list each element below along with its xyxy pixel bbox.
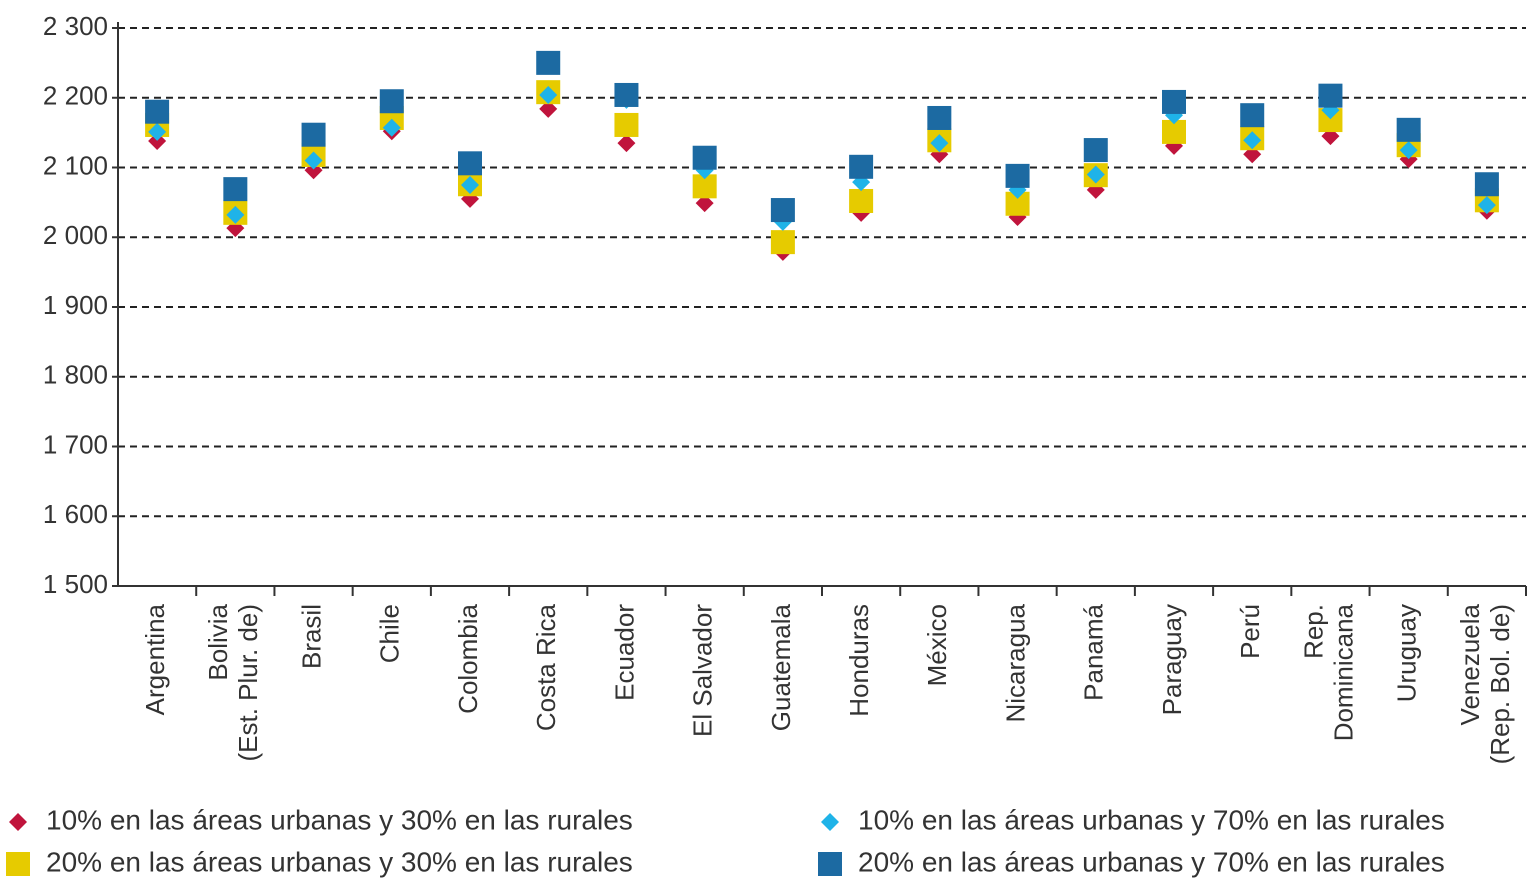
point: [461, 175, 479, 194]
point: [1243, 131, 1262, 150]
point: [226, 205, 245, 224]
legend-label: 20% en las áreas urbanas y 70% en las ru…: [858, 846, 1445, 877]
y-tick-label: 2 300: [43, 11, 108, 41]
point: [692, 145, 717, 170]
point: [1399, 141, 1418, 160]
legend-label: 20% en las áreas urbanas y 30% en las ru…: [46, 846, 633, 877]
point: [1396, 117, 1421, 142]
point: [301, 122, 326, 147]
legend-marker: [9, 813, 27, 831]
y-tick-label: 2 000: [43, 220, 108, 250]
x-tick-label: Colombia: [453, 603, 483, 713]
y-tick-label: 2 200: [43, 81, 108, 111]
legend-label: 10% en las áreas urbanas y 70% en las ru…: [858, 804, 1445, 835]
x-tick-label: El Salvador: [688, 604, 718, 737]
point: [849, 188, 874, 213]
point: [1240, 103, 1265, 128]
x-tick-label: Honduras: [844, 604, 874, 717]
point: [458, 151, 482, 176]
point: [1083, 138, 1108, 163]
x-tick-label: Nicaragua: [1000, 603, 1030, 722]
x-tick-label: (Est. Plur. de): [233, 604, 263, 762]
point: [614, 82, 639, 107]
legend-marker: [6, 852, 30, 876]
x-tick-label: Argentina: [140, 603, 170, 715]
x-tick-label: Panamá: [1079, 603, 1109, 700]
point: [382, 118, 401, 137]
point: [1477, 196, 1496, 215]
point: [1005, 163, 1030, 188]
x-tick-label: Bolivia: [203, 603, 233, 680]
point: [1474, 172, 1499, 197]
point: [849, 154, 874, 179]
point: [536, 50, 561, 75]
point: [1086, 165, 1105, 184]
x-tick-label: Chile: [375, 604, 405, 663]
point: [695, 194, 714, 213]
point: [148, 122, 167, 141]
x-tick-label: Rep.: [1298, 604, 1328, 659]
point: [927, 105, 952, 130]
point: [379, 89, 404, 114]
y-tick-label: 1 500: [43, 569, 108, 599]
y-tick-label: 1 800: [43, 360, 108, 390]
y-tick-label: 1 700: [43, 429, 108, 459]
legend-marker: [821, 813, 839, 831]
x-tick-label: Costa Rica: [531, 603, 561, 731]
point: [770, 198, 795, 223]
point: [304, 151, 323, 170]
point: [614, 112, 639, 137]
x-tick-label: Guatemala: [766, 603, 796, 731]
x-tick-label: Ecuador: [609, 604, 639, 701]
legend: 10% en las áreas urbanas y 30% en las ru…: [6, 804, 1445, 877]
point: [539, 99, 558, 118]
y-tick-label: 1 600: [43, 499, 108, 529]
point: [1318, 83, 1343, 108]
point: [223, 177, 248, 202]
x-tick-label: Brasil: [296, 604, 326, 669]
point: [617, 134, 636, 153]
x-tick-label: Venezuela: [1455, 603, 1485, 725]
x-tick-label: Dominicana: [1328, 603, 1358, 741]
y-tick-label: 1 900: [43, 290, 108, 320]
point: [930, 134, 949, 153]
y-tick-label: 2 100: [43, 150, 108, 180]
legend-marker: [818, 852, 842, 876]
point: [539, 85, 558, 104]
point: [145, 99, 170, 124]
legend-label: 10% en las áreas urbanas y 30% en las ru…: [46, 804, 633, 835]
x-tick-label: Uruguay: [1392, 604, 1422, 702]
point: [1162, 89, 1186, 114]
point: [1162, 119, 1186, 144]
x-tick-label: México: [922, 604, 952, 686]
point: [770, 230, 795, 255]
x-tick-label: (Rep. Bol. de): [1485, 604, 1515, 764]
x-tick-label: Perú: [1235, 604, 1265, 659]
x-tick-label: Paraguay: [1157, 604, 1187, 715]
